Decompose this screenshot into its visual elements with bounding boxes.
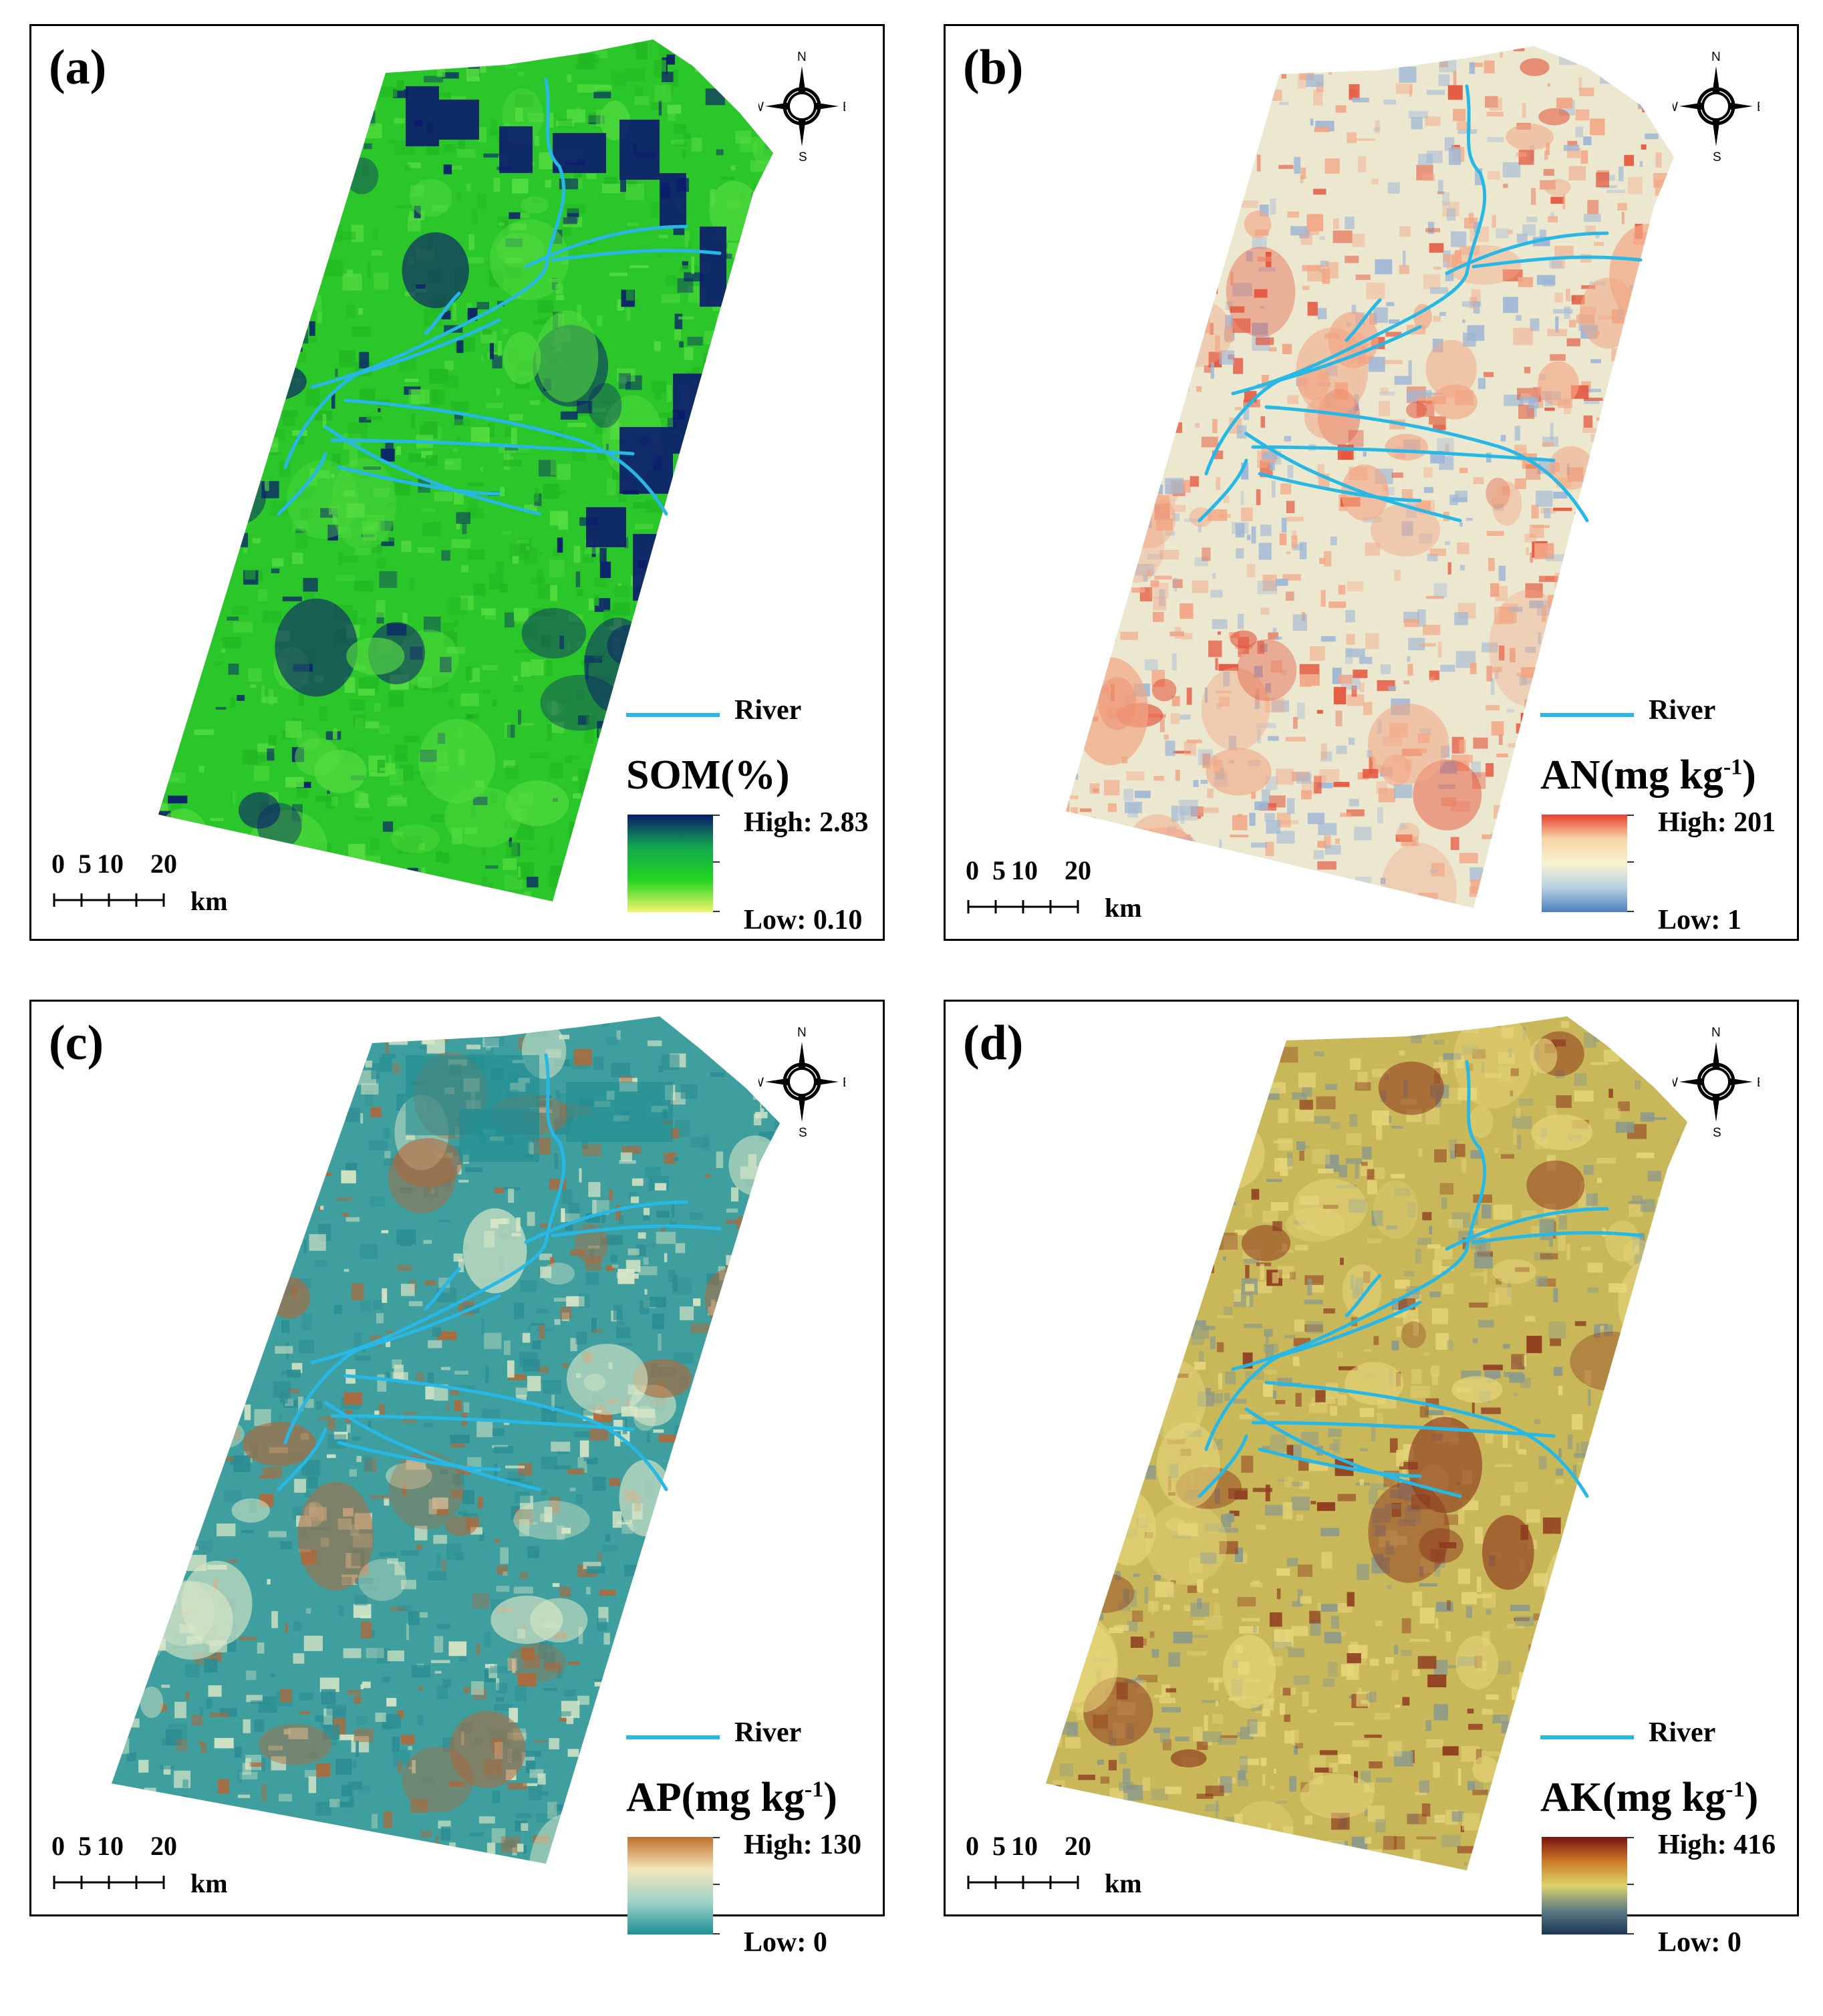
color-ramp [627, 1837, 713, 1934]
scale-unit: km [1105, 893, 1142, 923]
river-legend-line [626, 713, 720, 717]
color-ramp [1542, 1837, 1627, 1934]
river-legend-label: River [734, 1717, 802, 1748]
legend-title: AP(mg kg-1) [626, 1775, 837, 1820]
legend-high-label: High: 130 [744, 1830, 862, 1860]
svg-text:N: N [1711, 50, 1721, 64]
legend-low-label: Low: 1 [1658, 905, 1741, 935]
scale-unit: km [1105, 1868, 1142, 1898]
map-panel-b: (b) N S W E River AN(mg kg-1) High: 201 Low… [944, 24, 1799, 941]
river-network [277, 78, 722, 516]
legend-title: AK(mg kg-1) [1540, 1775, 1759, 1820]
north-arrow-icon: N S W E [752, 1022, 851, 1142]
map-panel-d: (d) NSWE River AK(mg kg-1) High: 416 Low… [944, 1000, 1799, 1958]
legend-high-label: High: 416 [1658, 1830, 1776, 1860]
river-network [277, 1053, 722, 1491]
legend-title: AN(mg kg-1) [1540, 752, 1756, 798]
map-panel-a: (a) N S W E River SOM(%) High: 2.83 Low: 0.… [29, 24, 885, 941]
north-arrow-icon: N S W E [752, 46, 851, 166]
north-arrow-icon: NSWE [1666, 1022, 1766, 1142]
north-arrow-icon: N S W E [1666, 46, 1766, 166]
legend-low-label: Low: 0.10 [744, 905, 863, 935]
legend-title: SOM(%) [626, 752, 790, 798]
svg-text:W: W [758, 100, 764, 114]
legend-high-label: High: 2.83 [744, 807, 869, 838]
raster-map [1046, 1016, 1687, 1870]
river-network [1198, 84, 1643, 523]
color-ramp [1542, 815, 1627, 912]
river-legend-line [626, 1735, 720, 1739]
river-network [1198, 1060, 1643, 1498]
legend-low-label: Low: 0 [1658, 1927, 1741, 1958]
scale-unit: km [190, 1868, 228, 1898]
panel-label: (c) [49, 1016, 104, 1070]
raster-map [112, 1016, 780, 1864]
svg-text:S: S [799, 150, 807, 164]
svg-text:E: E [843, 100, 845, 114]
legend-high-label: High: 201 [1658, 807, 1776, 838]
svg-text:S: S [799, 1126, 807, 1140]
river-legend-line [1540, 713, 1634, 717]
svg-text:S: S [1713, 150, 1721, 164]
raster-map [158, 39, 773, 901]
raster-map [1066, 46, 1674, 908]
river-legend-label: River [1649, 1717, 1716, 1748]
svg-text:W: W [758, 1076, 764, 1090]
river-legend-line [1540, 1735, 1634, 1739]
svg-text:W: W [1673, 100, 1678, 114]
river-legend-label: River [734, 695, 802, 726]
svg-text:E: E [1757, 100, 1760, 114]
panel-label: (b) [963, 40, 1024, 95]
panel-label: (a) [49, 40, 107, 95]
color-ramp [627, 815, 713, 912]
svg-text:N: N [797, 1026, 807, 1040]
legend-low-label: Low: 0 [744, 1927, 827, 1958]
map-panel-c: (c) N S W E River AP(mg kg-1) High: 130 Low… [29, 1000, 885, 1958]
river-legend-label: River [1649, 695, 1716, 726]
panel-label: (d) [963, 1016, 1024, 1070]
svg-text:N: N [797, 50, 807, 64]
svg-text:E: E [843, 1076, 845, 1090]
scale-unit: km [190, 886, 228, 916]
study-area [1046, 1016, 1687, 1870]
